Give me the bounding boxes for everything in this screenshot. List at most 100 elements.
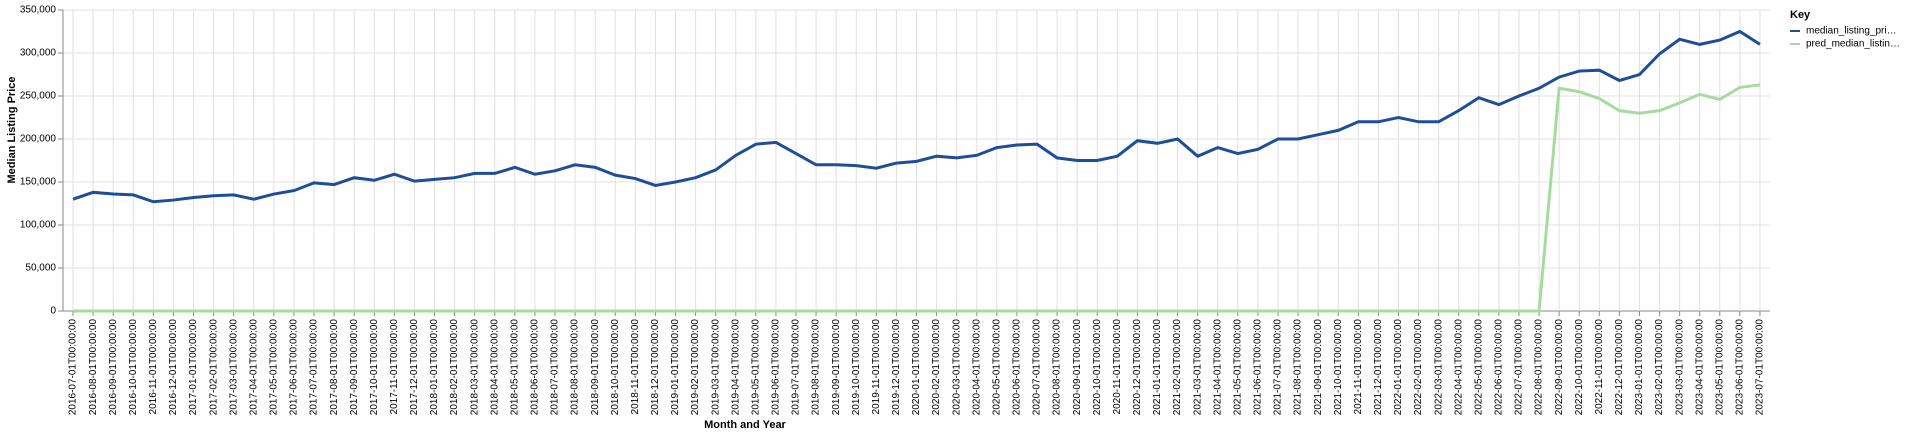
x-tick-label: 2020-06-01T00:00:00: [1012, 319, 1023, 416]
x-tick-label: 2018-06-01T00:00:00: [530, 319, 541, 416]
x-tick-label: 2022-01-01T00:00:00: [1393, 319, 1404, 416]
x-tick-label: 2021-08-01T00:00:00: [1293, 319, 1304, 416]
x-tick-label: 2022-06-01T00:00:00: [1494, 319, 1505, 416]
x-tick-label: 2016-08-01T00:00:00: [88, 319, 99, 416]
x-tick-label: 2020-04-01T00:00:00: [971, 319, 982, 416]
x-tick-label: 2020-03-01T00:00:00: [951, 319, 962, 416]
x-tick-label: 2020-07-01T00:00:00: [1032, 319, 1043, 416]
x-tick-label: 2019-12-01T00:00:00: [891, 319, 902, 416]
x-tick-label: 2016-09-01T00:00:00: [108, 319, 119, 416]
x-tick-label: 2020-10-01T00:00:00: [1092, 319, 1103, 416]
x-tick-label: 2021-11-01T00:00:00: [1353, 319, 1364, 415]
x-tick-label: 2022-05-01T00:00:00: [1473, 319, 1484, 416]
x-tick-label: 2023-02-01T00:00:00: [1654, 319, 1665, 416]
x-tick-label: 2023-04-01T00:00:00: [1694, 319, 1705, 416]
x-tick-label: 2017-11-01T00:00:00: [389, 319, 400, 415]
x-tick-label: 2017-01-01T00:00:00: [188, 319, 199, 416]
x-tick-label: 2022-07-01T00:00:00: [1514, 319, 1525, 416]
x-tick-label: 2022-12-01T00:00:00: [1614, 319, 1625, 416]
x-tick-label: 2022-04-01T00:00:00: [1453, 319, 1464, 416]
x-tick-label: 2019-09-01T00:00:00: [831, 319, 842, 416]
legend-title: Key: [1790, 9, 1811, 21]
x-tick-label: 2016-07-01T00:00:00: [68, 319, 79, 416]
x-tick-label: 2019-01-01T00:00:00: [670, 319, 681, 416]
x-tick-label: 2021-04-01T00:00:00: [1212, 319, 1223, 416]
x-tick-label: 2017-04-01T00:00:00: [248, 319, 259, 416]
x-tick-label: 2021-06-01T00:00:00: [1253, 319, 1264, 416]
x-tick-label: 2021-12-01T00:00:00: [1373, 319, 1384, 416]
x-tick-label: 2019-11-01T00:00:00: [871, 319, 882, 415]
x-tick-label: 2021-07-01T00:00:00: [1273, 319, 1284, 416]
x-tick-label: 2023-07-01T00:00:00: [1755, 319, 1766, 416]
legend-label: pred_median_listin…: [1806, 39, 1900, 50]
x-tick-label: 2022-11-01T00:00:00: [1594, 319, 1605, 415]
x-tick-label: 2016-11-01T00:00:00: [148, 319, 159, 415]
x-tick-label: 2022-03-01T00:00:00: [1433, 319, 1444, 416]
x-tick-label: 2021-02-01T00:00:00: [1172, 319, 1183, 416]
y-tick-label: 100,000: [20, 220, 57, 231]
x-tick-label: 2018-05-01T00:00:00: [509, 319, 520, 416]
x-tick-label: 2019-08-01T00:00:00: [811, 319, 822, 416]
x-tick-label: 2019-04-01T00:00:00: [730, 319, 741, 416]
x-tick-label: 2019-07-01T00:00:00: [791, 319, 802, 416]
y-tick-label: 300,000: [20, 48, 57, 59]
x-tick-label: 2018-02-01T00:00:00: [449, 319, 460, 416]
x-tick-label: 2018-01-01T00:00:00: [429, 319, 440, 416]
x-tick-label: 2017-07-01T00:00:00: [309, 319, 320, 416]
x-tick-label: 2021-01-01T00:00:00: [1152, 319, 1163, 416]
x-tick-label: 2017-10-01T00:00:00: [369, 319, 380, 416]
x-tick-label: 2019-02-01T00:00:00: [690, 319, 701, 416]
y-tick-label: 250,000: [20, 91, 57, 102]
x-tick-label: 2019-05-01T00:00:00: [750, 319, 761, 416]
x-tick-label: 2017-12-01T00:00:00: [409, 319, 420, 416]
x-tick-label: 2020-05-01T00:00:00: [991, 319, 1002, 416]
x-tick-label: 2017-06-01T00:00:00: [289, 319, 300, 416]
x-tick-label: 2020-11-01T00:00:00: [1112, 319, 1123, 415]
x-tick-label: 2021-09-01T00:00:00: [1313, 319, 1324, 416]
x-tick-label: 2022-09-01T00:00:00: [1554, 319, 1565, 416]
x-tick-label: 2023-03-01T00:00:00: [1674, 319, 1685, 416]
x-tick-label: 2016-12-01T00:00:00: [168, 319, 179, 416]
x-tick-label: 2017-03-01T00:00:00: [228, 319, 239, 416]
x-tick-label: 2018-08-01T00:00:00: [570, 319, 581, 416]
x-tick-label: 2018-04-01T00:00:00: [489, 319, 500, 416]
x-tick-label: 2023-01-01T00:00:00: [1634, 319, 1645, 416]
x-tick-label: 2017-05-01T00:00:00: [269, 319, 280, 416]
line-series: [72, 29, 1761, 204]
line-series: [73, 83, 1761, 313]
x-tick-label: 2022-10-01T00:00:00: [1574, 319, 1585, 416]
x-tick-label: 2017-08-01T00:00:00: [329, 319, 340, 416]
x-tick-label: 2017-09-01T00:00:00: [349, 319, 360, 416]
x-tick-label: 2016-10-01T00:00:00: [128, 319, 139, 416]
y-tick-label: 200,000: [20, 134, 57, 145]
y-axis-title: Median Listing Price: [6, 77, 18, 184]
x-tick-label: 2020-01-01T00:00:00: [911, 319, 922, 416]
x-tick-label: 2018-11-01T00:00:00: [630, 319, 641, 415]
x-tick-label: 2019-06-01T00:00:00: [771, 319, 782, 416]
x-tick-label: 2018-09-01T00:00:00: [590, 319, 601, 416]
x-axis-title: Month and Year: [704, 419, 786, 431]
x-tick-label: 2018-03-01T00:00:00: [469, 319, 480, 416]
x-tick-label: 2020-12-01T00:00:00: [1132, 319, 1143, 416]
y-tick-label: 0: [50, 306, 56, 317]
x-tick-label: 2020-02-01T00:00:00: [931, 319, 942, 416]
x-tick-label: 2017-02-01T00:00:00: [208, 319, 219, 416]
x-tick-label: 2020-09-01T00:00:00: [1072, 319, 1083, 416]
x-tick-label: 2021-10-01T00:00:00: [1333, 319, 1344, 416]
y-tick-label: 50,000: [25, 263, 56, 274]
legend-label: median_listing_pri…: [1806, 26, 1897, 37]
y-tick-label: 350,000: [20, 5, 57, 16]
y-tick-label: 150,000: [20, 177, 57, 188]
x-tick-label: 2023-05-01T00:00:00: [1714, 319, 1725, 416]
x-tick-label: 2020-08-01T00:00:00: [1052, 319, 1063, 416]
x-tick-label: 2018-07-01T00:00:00: [550, 319, 561, 416]
x-tick-label: 2019-03-01T00:00:00: [710, 319, 721, 416]
x-tick-label: 2022-08-01T00:00:00: [1534, 319, 1545, 416]
x-tick-label: 2023-06-01T00:00:00: [1735, 319, 1746, 416]
x-tick-label: 2018-12-01T00:00:00: [650, 319, 661, 416]
x-tick-label: 2021-05-01T00:00:00: [1232, 319, 1243, 416]
x-tick-label: 2018-10-01T00:00:00: [610, 319, 621, 416]
x-tick-label: 2019-10-01T00:00:00: [851, 319, 862, 416]
x-tick-label: 2021-03-01T00:00:00: [1192, 319, 1203, 416]
